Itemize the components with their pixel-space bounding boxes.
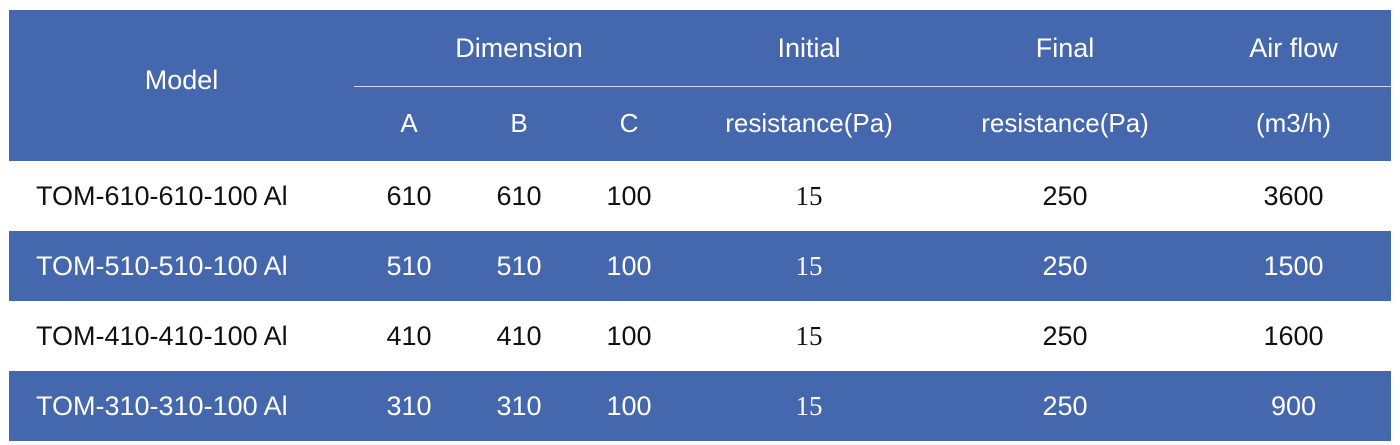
header-dim-c: C <box>574 85 685 161</box>
header-final-line1: Final <box>934 10 1197 87</box>
cell-c: 100 <box>574 371 685 441</box>
header-initial-line2: resistance(Pa) <box>684 85 935 161</box>
cell-b: 410 <box>496 320 542 351</box>
cell-model: TOM-510-510-100 Al <box>9 231 354 301</box>
cell-initial: 15 <box>795 180 823 211</box>
cell-b: 610 <box>496 180 542 211</box>
header-final-line2: resistance(Pa) <box>934 85 1197 161</box>
cell-initial: 15 <box>684 231 935 301</box>
cell-c: 100 <box>606 180 652 211</box>
table-row: TOM-410-410-100 Al 410 410 100 15 250 16… <box>9 301 1391 371</box>
header-airflow-line2: (m3/h) <box>1196 85 1392 161</box>
cell-initial: 15 <box>684 371 935 441</box>
cell-final: 250 <box>934 231 1197 301</box>
cell-b: 510 <box>464 231 574 301</box>
cell-a: 610 <box>386 180 432 211</box>
table-row: TOM-310-310-100 Al 310 310 100 15 250 90… <box>9 371 1392 441</box>
cell-c: 100 <box>606 320 652 351</box>
cell-airflow: 900 <box>1196 371 1392 441</box>
cell-model: TOM-610-610-100 Al <box>36 180 288 211</box>
cell-b: 310 <box>464 371 574 441</box>
header-initial-line1: Initial <box>684 10 935 87</box>
cell-airflow: 1600 <box>1263 320 1324 351</box>
header-model: Model <box>9 10 354 161</box>
table-row: TOM-610-610-100 Al 610 610 100 15 250 36… <box>9 161 1391 231</box>
cell-airflow: 3600 <box>1263 180 1324 211</box>
cell-final: 250 <box>1042 180 1088 211</box>
header-dim-b: B <box>464 85 574 161</box>
header-row-bottom: A B C resistance(Pa) resistance(Pa) (m3/… <box>9 85 1392 161</box>
cell-initial: 15 <box>795 320 823 351</box>
cell-final: 250 <box>934 371 1197 441</box>
header-row-top: Model Dimension Initial Final Air flow <box>9 10 1392 161</box>
header-airflow-line1: Air flow <box>1196 10 1392 87</box>
cell-model: TOM-310-310-100 Al <box>9 371 354 441</box>
cell-a: 310 <box>354 371 464 441</box>
cell-airflow: 1500 <box>1196 231 1392 301</box>
cell-a: 510 <box>354 231 464 301</box>
header-dimension: Dimension <box>354 10 685 87</box>
header-dim-a: A <box>354 85 464 161</box>
table-row: TOM-510-510-100 Al 510 510 100 15 250 15… <box>9 231 1392 301</box>
cell-c: 100 <box>574 231 685 301</box>
spec-table: Model Dimension Initial Final Air flow A… <box>9 10 1392 441</box>
cell-model: TOM-410-410-100 Al <box>36 320 288 351</box>
cell-final: 250 <box>1042 320 1088 351</box>
cell-a: 410 <box>386 320 432 351</box>
